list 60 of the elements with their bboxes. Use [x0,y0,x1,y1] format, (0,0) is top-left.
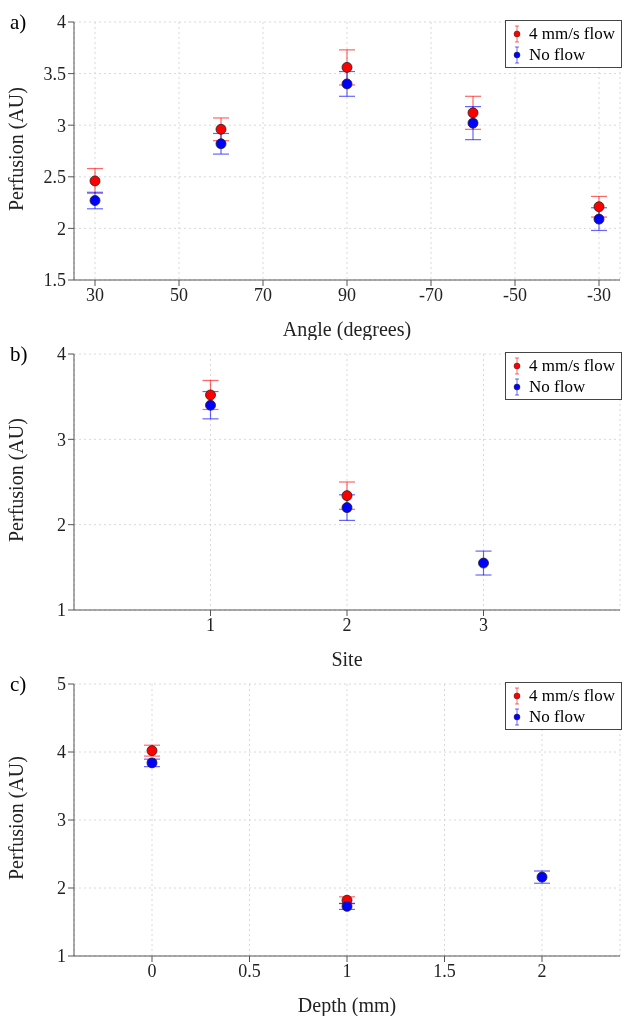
legend-label: 4 mm/s flow [529,23,615,44]
point [205,399,216,411]
legend-label: No flow [529,376,586,397]
chart-title: c) [10,672,27,697]
legend-label: No flow [529,44,586,65]
y-tick-label: 4 [57,742,66,763]
x-tick-label: 30 [86,284,104,305]
point [341,62,353,73]
x-tick-label: -70 [419,284,443,305]
x-tick-label: -50 [503,284,527,305]
x-tick-label: 2 [342,614,352,635]
x-tick-label: 50 [170,284,188,305]
y-axis-title: Perfusion (AU) [5,87,29,211]
x-tick-label: 0 [147,960,157,981]
y-tick-label: 3 [57,115,66,136]
y-tick-label: 5 [57,674,66,695]
x-tick-label: 70 [254,284,272,305]
y-tick-label: 3 [57,810,66,831]
point [467,117,479,129]
x-tick-label: 0.5 [238,960,261,981]
y-tick-label: 1.5 [43,270,66,291]
point [215,123,227,135]
y-tick-label: 3.5 [43,63,66,84]
x-tick-label: 1 [206,614,215,635]
x-axis-title: Depth (mm) [297,994,397,1017]
x-tick-label: 90 [338,284,356,305]
y-tick-label: 2 [57,218,66,239]
point [341,490,353,502]
point [341,502,353,513]
y-tick-label: 4 [57,12,66,33]
y-tick-label: 1 [57,600,66,621]
x-axis-title: Site [331,648,363,670]
y-tick-label: 3 [57,429,66,450]
point [205,389,216,401]
x-tick-label: 2 [537,960,547,981]
x-tick-label: -30 [587,284,611,305]
chart-title: a) [10,10,27,35]
point [593,201,605,213]
point [467,107,479,119]
x-tick-label: 3 [479,614,488,635]
y-tick-label: 1 [57,946,66,967]
point [89,175,101,187]
legend-label: 4 mm/s flow [529,355,615,376]
y-tick-label: 2 [57,515,66,536]
y-tick-label: 2.5 [43,167,66,188]
point [478,557,489,569]
legend-label: No flow [529,706,586,727]
x-tick-label: 1.5 [433,960,456,981]
y-tick-label: 4 [57,344,66,365]
x-tick-label: 1 [342,960,352,981]
y-axis-title: Perfusion (AU) [5,418,29,542]
y-axis-title: Perfusion (AU) [5,756,29,880]
x-axis-title: Angle (degrees) [282,318,412,341]
y-tick-label: 2 [57,878,66,899]
point [89,195,101,206]
chart-title: b) [10,342,28,367]
point [215,138,227,150]
point [593,213,605,225]
point [341,78,353,90]
legend-label: 4 mm/s flow [529,685,615,706]
